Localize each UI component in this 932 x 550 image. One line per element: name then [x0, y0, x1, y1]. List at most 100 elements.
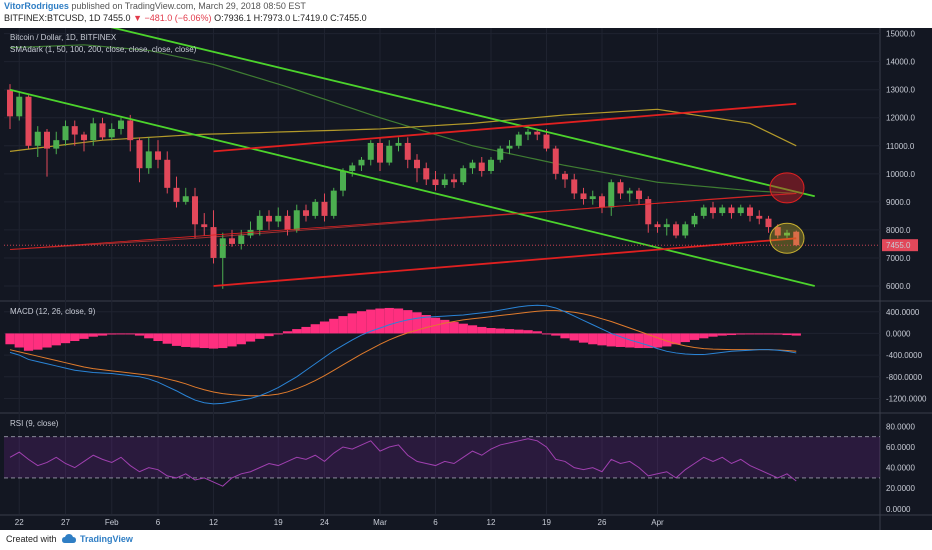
candle-body [395, 142, 402, 146]
candle-body [62, 126, 69, 141]
macd-histogram-bar [403, 310, 413, 334]
macd-tick-label: -800.0000 [886, 373, 923, 382]
publish-line: VitorRodrigues published on TradingView.… [4, 1, 306, 11]
macd-histogram-bar [329, 318, 339, 334]
sma50-line [9, 44, 797, 195]
rsi-tick-label: 40.0000 [886, 464, 915, 473]
price-tick-label: 12000.0 [886, 114, 915, 123]
candle-body [469, 162, 476, 169]
candle-body [284, 215, 291, 230]
candle-body [756, 215, 763, 219]
candle-body [682, 224, 689, 236]
candle-body [155, 151, 161, 160]
time-tick-label: 22 [15, 518, 24, 527]
macd-histogram-bar [421, 315, 431, 334]
macd-histogram-bar [560, 333, 570, 339]
macd-tick-label: -400.0000 [886, 351, 923, 360]
macd-histogram-bar [717, 333, 727, 336]
candle-body [451, 179, 457, 183]
candle-body [303, 210, 309, 216]
macd-histogram-bar [384, 307, 394, 334]
macd-histogram-bar [726, 333, 737, 336]
candle-body [515, 134, 522, 146]
candle-body [275, 215, 282, 222]
candle-body [488, 159, 494, 172]
trendline [110, 28, 815, 198]
yellow-highlight-circle [769, 222, 805, 254]
candle-body [229, 238, 235, 244]
time-tick-label: 19 [542, 518, 551, 527]
macd-histogram-bar [745, 333, 755, 335]
macd-histogram-bar [671, 333, 681, 345]
candle-body [173, 187, 180, 202]
macd-histogram-bar [578, 333, 589, 343]
candle-body [404, 142, 411, 160]
time-tick-label: 12 [209, 518, 218, 527]
candle-body [127, 120, 134, 141]
macd-histogram-bar [181, 333, 191, 347]
macd-histogram-bar [375, 308, 385, 334]
macd-histogram-bar [597, 333, 607, 346]
candle-body [747, 207, 753, 216]
candle-body [145, 151, 152, 169]
candle-body [367, 142, 374, 160]
candle-body [238, 235, 245, 244]
macd-histogram-bar [171, 333, 182, 346]
last-price: 7455.0 [103, 13, 131, 23]
time-tick-label: 19 [274, 518, 283, 527]
macd-histogram-bar [5, 333, 15, 345]
candle-body [645, 199, 652, 225]
macd-histogram-bar [199, 333, 209, 349]
price-tick-label: 13000.0 [886, 86, 915, 95]
candle-body [81, 134, 87, 141]
candle-body [25, 96, 32, 146]
candle-body [525, 131, 531, 135]
candle-body [266, 215, 272, 222]
candle-body [34, 131, 41, 146]
rsi-pane-title: RSI (9, close) [10, 419, 59, 428]
macd-histogram-bar [79, 333, 89, 339]
macd-histogram-bar [301, 326, 311, 334]
candle-body [330, 190, 337, 216]
chart-canvas[interactable]: 6000.0 7000.0 8000.0 9000.0 10000.0 11000.0 12… [0, 28, 932, 530]
candle-body [571, 179, 578, 194]
candle-body [192, 196, 198, 225]
price-change: ▼ −481.0 (−6.06%) [133, 13, 212, 23]
rsi-tick-label: 20.0000 [886, 484, 915, 493]
macd-histogram-bar [366, 309, 376, 334]
candle-body [219, 238, 226, 258]
macd-histogram-bar [255, 333, 265, 339]
candle-body [562, 173, 568, 180]
macd-tick-label: -1200.0000 [886, 394, 927, 403]
macd-histogram-bar [615, 333, 626, 347]
macd-histogram-bar [689, 333, 700, 340]
macd-histogram-bar [643, 333, 653, 349]
time-tick-label: 26 [598, 518, 607, 527]
created-with: Created with [6, 534, 57, 544]
candle-body [423, 168, 430, 180]
candle-body [719, 207, 726, 214]
candle-body [710, 207, 716, 214]
time-tick-label: Apr [651, 518, 664, 527]
time-tick-label: 6 [433, 518, 438, 527]
candle-body [460, 168, 467, 183]
tradingview-brand[interactable]: TradingView [80, 534, 133, 544]
price-tick-label: 11000.0 [886, 142, 915, 151]
macd-histogram-bar [88, 333, 98, 337]
macd-histogram-bar [393, 308, 404, 334]
price-tick-label: 9000.0 [886, 198, 911, 207]
macd-histogram-bar [514, 329, 524, 334]
time-tick-label: 27 [61, 518, 70, 527]
author-link[interactable]: VitorRodrigues [4, 1, 69, 11]
macd-histogram-bar [97, 333, 108, 336]
macd-histogram-bar [680, 333, 690, 343]
sma-indicator-label: SMAdark (1, 50, 100, 200, close, close, … [10, 45, 197, 54]
price-tick-label: 7000.0 [886, 254, 911, 263]
macd-tick-label: 0.0000 [886, 329, 911, 338]
macd-histogram-bar [264, 333, 274, 337]
rsi-band-fill [4, 436, 880, 478]
symbol-name: BITFINEX:BTCUSD, 1D [4, 13, 101, 23]
rsi-tick-label: 60.0000 [886, 443, 915, 452]
candle-body [7, 89, 13, 117]
rsi-line [9, 438, 797, 487]
